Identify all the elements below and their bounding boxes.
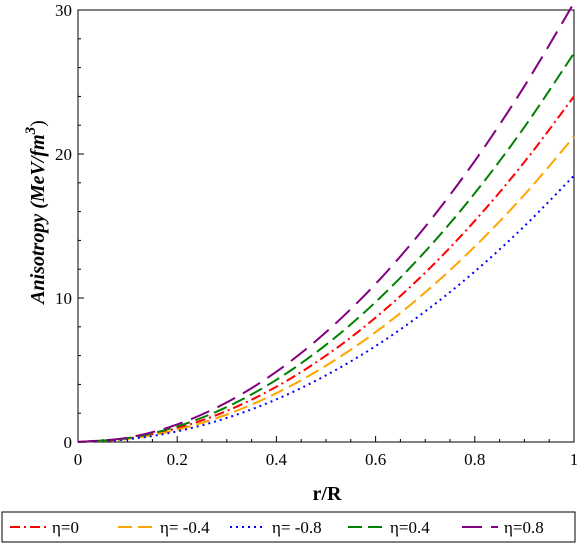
y-axis-label-close: ) <box>27 120 49 127</box>
x-tick-label: 0.8 <box>464 450 485 469</box>
x-axis-label: r/R <box>313 483 342 505</box>
x-tick-label: 0.4 <box>266 450 288 469</box>
series-layer <box>77 2 575 443</box>
x-tick-label: 0.2 <box>167 450 188 469</box>
legend-label-4: η=0.8 <box>504 518 544 537</box>
y-axis-label-exp: 3 <box>23 126 39 135</box>
legend: η=0 η= -0.4 η= -0.8 η=0.4 η=0.8 <box>1 511 576 543</box>
y-tick-label: 20 <box>55 145 72 164</box>
series-line-2 <box>77 174 575 443</box>
svg-text:Anisotropy (MeV/fm3): Anisotropy (MeV/fm3) <box>23 120 49 306</box>
series-line-1 <box>77 136 575 443</box>
series-line-4 <box>77 2 575 443</box>
x-tick-label: 0.6 <box>365 450 386 469</box>
y-tick-label: 0 <box>64 433 73 452</box>
y-axis-label-unit: (MeV/fm <box>27 134 49 208</box>
series-line-0 <box>77 95 575 443</box>
legend-label-0: η=0 <box>52 518 79 537</box>
y-axis-label: Anisotropy (MeV/fm3) <box>23 120 49 306</box>
legend-label-3: η=0.4 <box>390 518 430 537</box>
legend-label-2: η= -0.8 <box>272 518 322 537</box>
legend-label-1: η= -0.4 <box>160 518 210 537</box>
plot-area <box>77 9 575 443</box>
series-line-3 <box>77 52 575 443</box>
x-tick-label: 0 <box>74 450 83 469</box>
y-tick-label: 30 <box>55 1 72 20</box>
plot-frame <box>77 9 575 443</box>
x-tick-label: 1 <box>570 450 577 469</box>
y-tick-label: 10 <box>55 289 72 308</box>
y-axis-label-main: Anisotropy <box>27 209 49 306</box>
